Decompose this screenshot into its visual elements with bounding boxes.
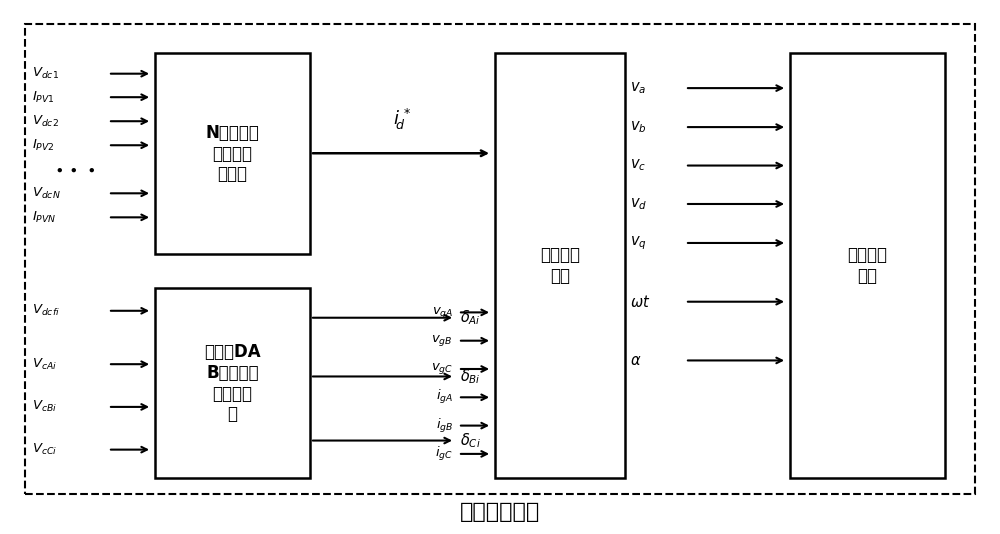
Text: $I_{PVN}$: $I_{PVN}$ xyxy=(32,210,57,225)
Text: $V_{dc1}$: $V_{dc1}$ xyxy=(32,66,59,81)
Text: $I_{PV2}$: $I_{PV2}$ xyxy=(32,138,55,153)
Text: $V_{cCi}$: $V_{cCi}$ xyxy=(32,442,57,457)
Text: $I_{PV1}$: $I_{PV1}$ xyxy=(32,90,55,105)
Text: $v_q$: $v_q$ xyxy=(630,234,647,252)
Text: $v_c$: $v_c$ xyxy=(630,158,646,174)
Text: $v_d$: $v_d$ xyxy=(630,196,647,212)
FancyBboxPatch shape xyxy=(495,53,625,478)
Text: $v_b$: $v_b$ xyxy=(630,119,647,135)
Text: $i_{gA}$: $i_{gA}$ xyxy=(436,388,453,406)
Text: $V_{dcfi}$: $V_{dcfi}$ xyxy=(32,303,60,318)
Text: $v_{gB}$: $v_{gB}$ xyxy=(431,333,453,348)
Text: $\delta_{Ci}$: $\delta_{Ci}$ xyxy=(460,431,481,450)
Text: $V_{cBi}$: $V_{cBi}$ xyxy=(32,399,57,414)
Text: $\alpha$: $\alpha$ xyxy=(630,353,641,368)
Text: N个公共直
流母线电
压控制: N个公共直 流母线电 压控制 xyxy=(206,124,259,183)
Text: $V_{dc2}$: $V_{dc2}$ xyxy=(32,114,59,129)
Text: $v_{gA}$: $v_{gA}$ xyxy=(432,305,453,320)
Text: $V_{dcN}$: $V_{dcN}$ xyxy=(32,186,61,201)
Text: 总体控制框图: 总体控制框图 xyxy=(460,501,540,522)
Text: $v_{gC}$: $v_{gC}$ xyxy=(431,362,453,376)
Text: $v_a$: $v_a$ xyxy=(630,80,646,96)
Text: $i_{gB}$: $i_{gB}$ xyxy=(436,417,453,435)
Text: $i^{\,*}_{\!d}$: $i^{\,*}_{\!d}$ xyxy=(393,107,412,132)
Text: $\delta_{Ai}$: $\delta_{Ai}$ xyxy=(460,308,481,327)
Text: 三电平DA
B变换器输
出电压控
制: 三电平DA B变换器输 出电压控 制 xyxy=(204,343,261,423)
Text: $\omega t$: $\omega t$ xyxy=(630,294,650,310)
Text: $i_{gC}$: $i_{gC}$ xyxy=(435,445,453,463)
Text: $\bullet\,\bullet\,\bullet$: $\bullet\,\bullet\,\bullet$ xyxy=(54,162,96,177)
Text: 并网电流
控制: 并网电流 控制 xyxy=(540,246,580,285)
FancyBboxPatch shape xyxy=(790,53,945,478)
FancyBboxPatch shape xyxy=(155,288,310,478)
FancyBboxPatch shape xyxy=(25,24,975,494)
Text: 工作模式
计算: 工作模式 计算 xyxy=(848,246,888,285)
Text: $V_{cAi}$: $V_{cAi}$ xyxy=(32,357,57,372)
FancyBboxPatch shape xyxy=(155,53,310,254)
Text: $\delta_{Bi}$: $\delta_{Bi}$ xyxy=(460,367,481,386)
